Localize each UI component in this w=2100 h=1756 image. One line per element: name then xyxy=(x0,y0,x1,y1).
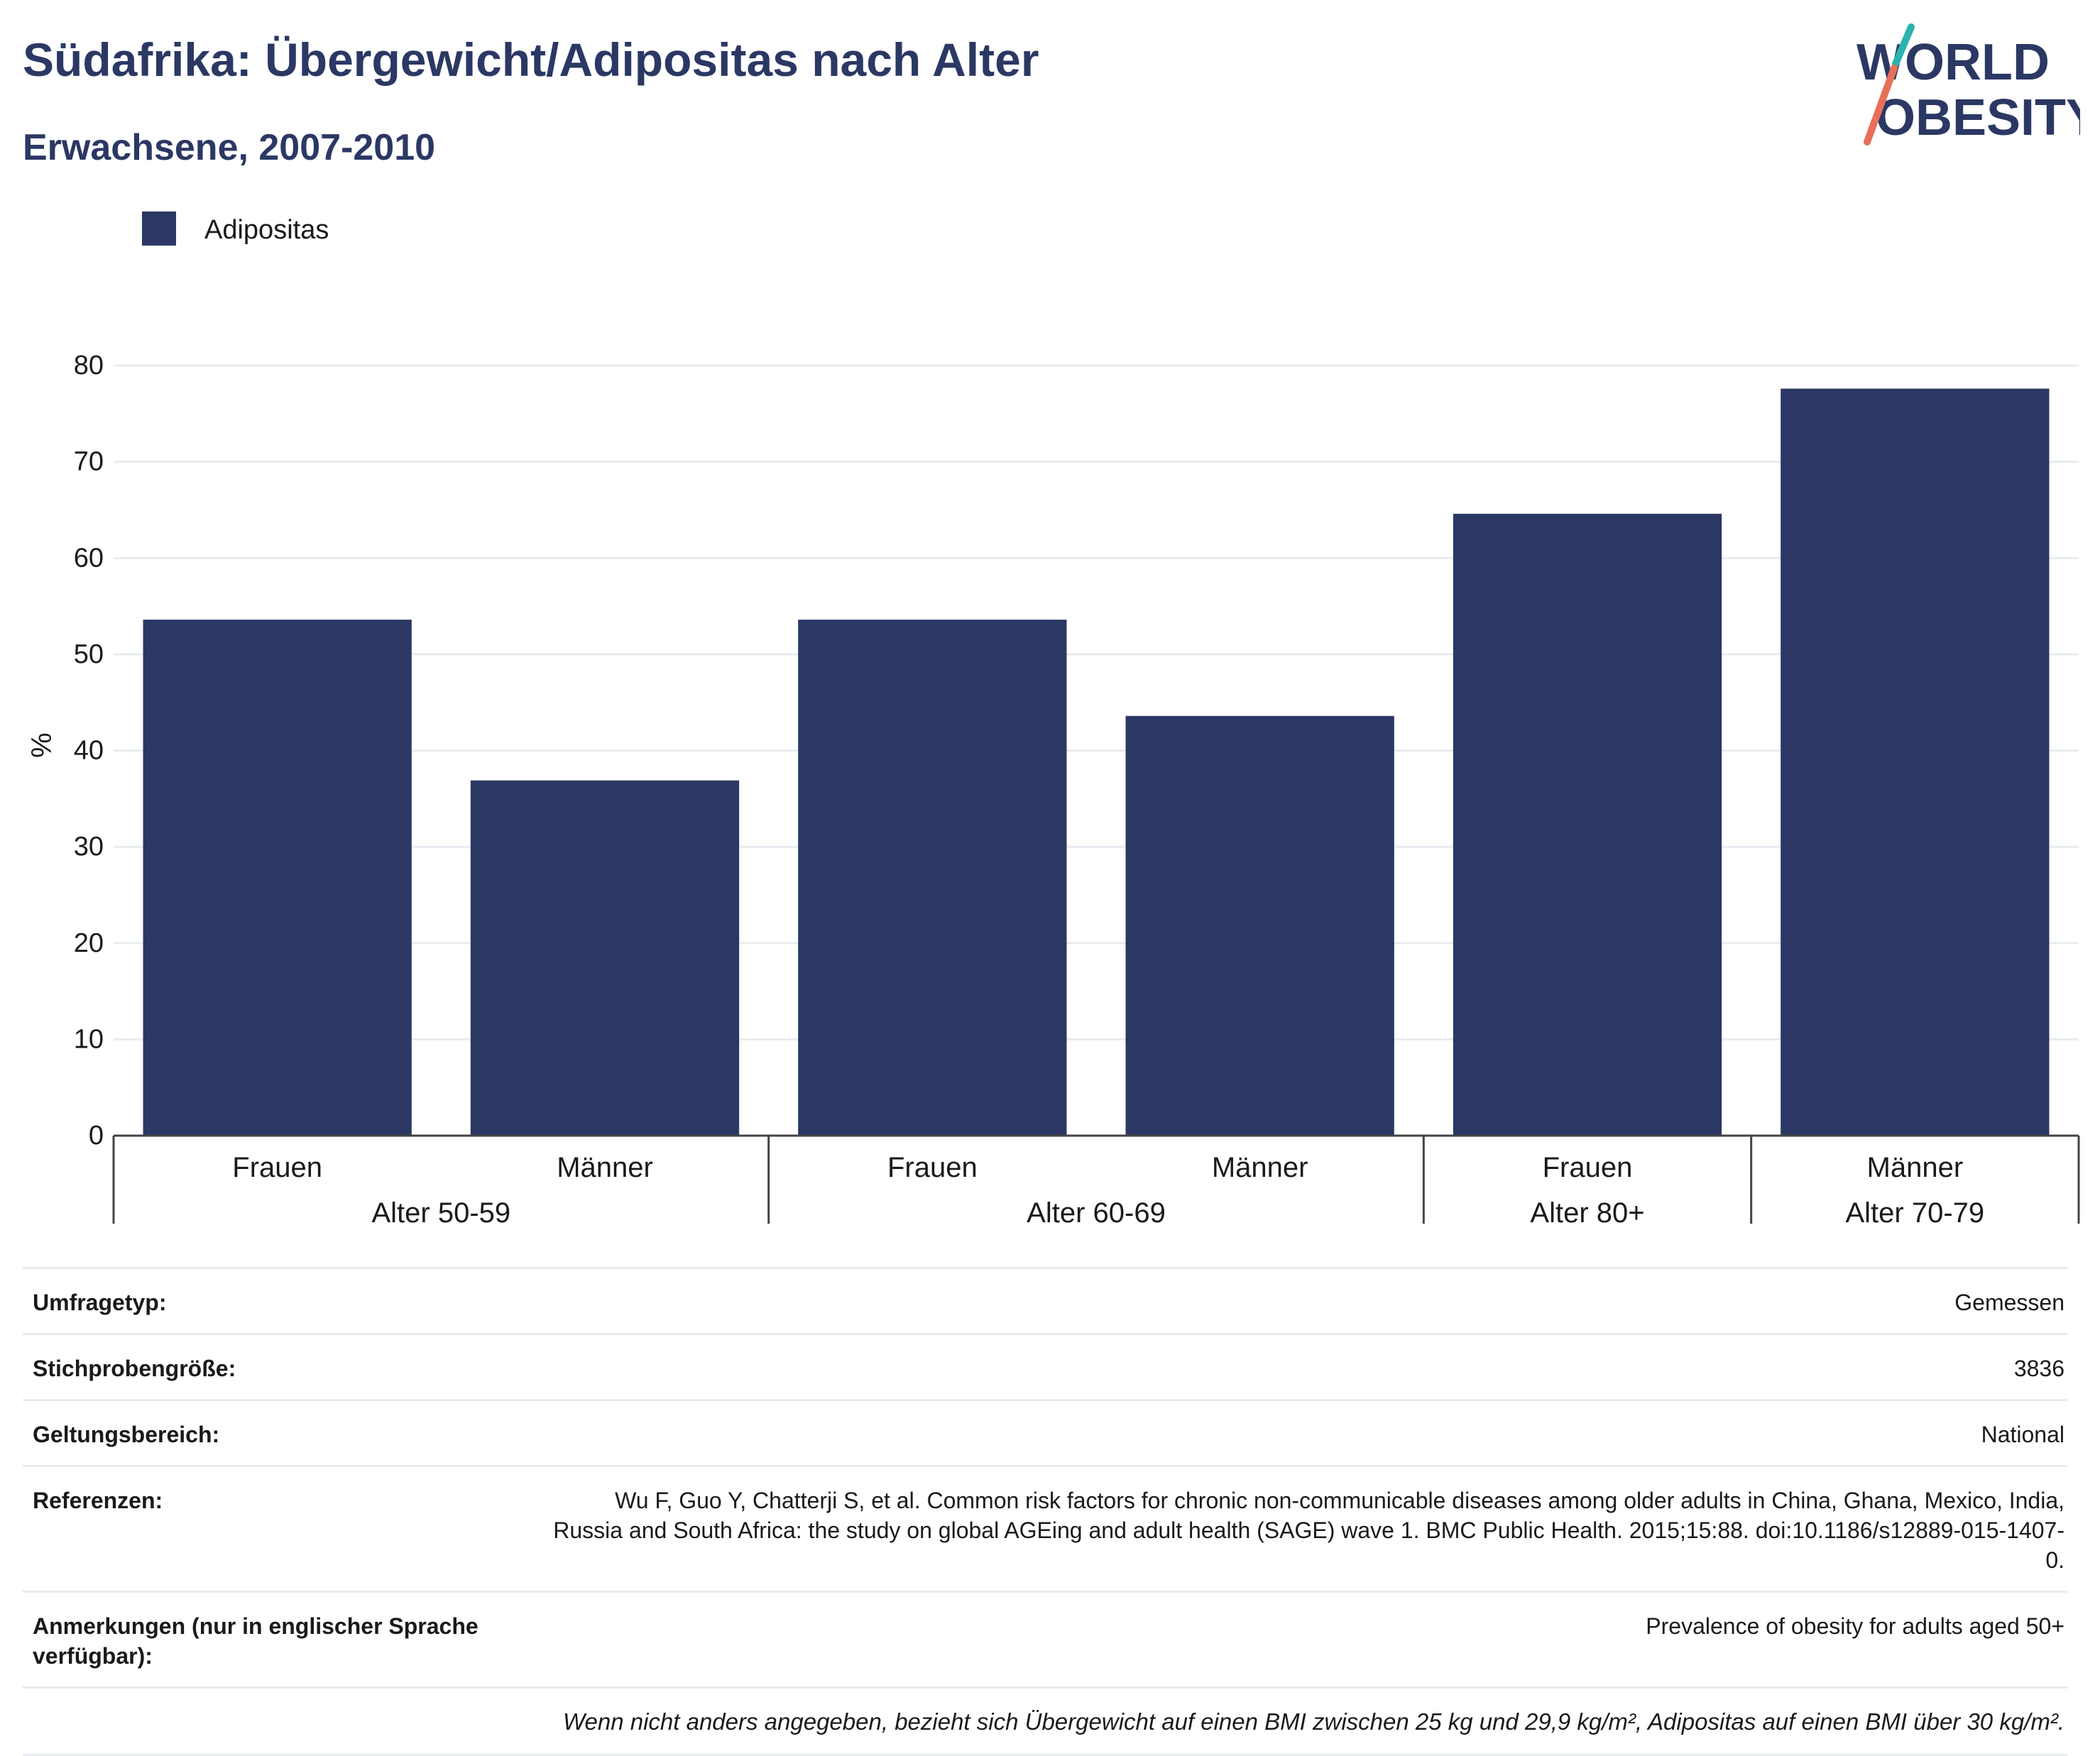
page-subtitle: Erwachsene, 2007-2010 xyxy=(23,127,436,168)
x-group-label: Alter 80+ xyxy=(1530,1197,1644,1229)
footnote: Wenn nicht anders angegeben, bezieht sic… xyxy=(23,1686,2067,1756)
meta-label: Umfragetyp: xyxy=(33,1290,167,1315)
y-tick-label: 10 xyxy=(74,1024,104,1054)
bar xyxy=(1781,388,2050,1136)
meta-row-references: Referenzen: Wu F, Guo Y, Chatterji S, et… xyxy=(23,1465,2067,1591)
legend-label: Adipositas xyxy=(204,215,329,245)
logo-slash-top xyxy=(1892,23,1915,67)
y-tick-label: 0 xyxy=(89,1121,104,1151)
meta-row-coverage: Geltungsbereich: National xyxy=(23,1399,2067,1465)
y-tick-label: 50 xyxy=(74,640,104,669)
x-category-label: Frauen xyxy=(887,1152,978,1183)
legend-swatch xyxy=(142,212,176,246)
y-tick-label: 80 xyxy=(74,351,104,380)
meta-label: Geltungsbereich: xyxy=(33,1422,220,1447)
meta-label: Stichprobengröße: xyxy=(33,1356,236,1381)
meta-value: Prevalence of obesity for adults aged 50… xyxy=(1646,1613,2065,1639)
page-title: Südafrika: Übergewicht/Adipositas nach A… xyxy=(23,33,1039,86)
y-axis-label: % xyxy=(26,732,58,758)
bar-chart: 0 10 20 30 40 50 60 70 80% Adipositas Frauen Männer… xyxy=(26,212,2080,1229)
logo-slash-bottom xyxy=(1864,65,1898,146)
y-tick-label: 60 xyxy=(74,543,104,573)
bar xyxy=(143,620,412,1136)
y-tick-label: 30 xyxy=(74,832,104,862)
x-category-label: Männer xyxy=(1212,1152,1308,1183)
y-tick-label: 40 xyxy=(74,736,104,766)
meta-row-sample-size: Stichprobengröße: 3836 xyxy=(23,1333,2067,1399)
meta-value: Wu F, Guo Y, Chatterji S, et al. Common … xyxy=(553,1488,2065,1573)
x-group-label: Alter 60-69 xyxy=(1027,1197,1166,1229)
meta-label: Anmerkungen (nur in englischer Sprache v… xyxy=(33,1613,478,1669)
y-tick-label: 70 xyxy=(74,447,104,477)
meta-row-notes: Anmerkungen (nur in englischer Sprache v… xyxy=(23,1591,2067,1686)
x-category-label: Männer xyxy=(1867,1152,1964,1183)
bar xyxy=(798,620,1067,1136)
meta-value: Gemessen xyxy=(1954,1290,2065,1315)
world-obesity-logo: WORLD OBESITY xyxy=(1856,23,2080,146)
x-category-label: Frauen xyxy=(1543,1152,1633,1183)
meta-value: National xyxy=(1981,1422,2065,1447)
x-category-label: Männer xyxy=(557,1152,653,1183)
x-category-label: Frauen xyxy=(232,1152,322,1183)
bar xyxy=(1453,513,1722,1136)
metadata-table: Umfragetyp: Gemessen Stichprobengröße: 3… xyxy=(23,1267,2067,1756)
y-tick-label: 20 xyxy=(74,928,104,958)
bar xyxy=(470,780,740,1136)
x-group-label: Alter 70-79 xyxy=(1845,1197,1984,1229)
logo-line2: OBESITY xyxy=(1876,89,2080,146)
meta-label: Referenzen: xyxy=(33,1488,163,1513)
bar xyxy=(1125,715,1394,1136)
x-group-label: Alter 50-59 xyxy=(371,1197,510,1229)
meta-row-survey-type: Umfragetyp: Gemessen xyxy=(23,1267,2067,1333)
meta-value: 3836 xyxy=(2013,1356,2065,1381)
